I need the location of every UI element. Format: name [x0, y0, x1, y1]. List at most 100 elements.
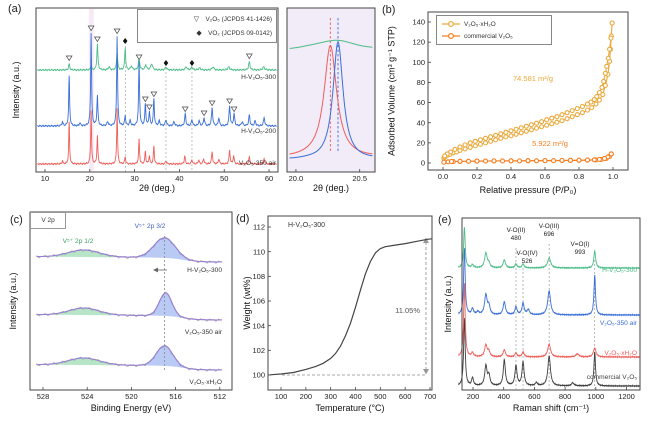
svg-text:20: 20: [417, 138, 425, 147]
curve-label-hv2o5-200: H-V₂O₅-200: [241, 128, 276, 135]
weight-gain-annotation: 11.05%: [395, 306, 420, 315]
band-name: V-O(II): [506, 227, 526, 234]
band-value: 696: [543, 231, 555, 238]
svg-text:520: 520: [125, 392, 138, 401]
raman-label-green: H-V₂O₅-300: [602, 267, 637, 274]
svg-text:106: 106: [252, 297, 265, 306]
band-value: 480: [510, 235, 522, 242]
svg-text:528: 528: [37, 392, 50, 401]
panel-c-ylabel: Intensity (a.u.): [8, 272, 18, 330]
band-name: V-O(IV): [516, 250, 538, 257]
panel-a-ylabel: Intensity (a.u.): [11, 61, 21, 119]
panel-a-legend: ▽ V₂O₅ (JCPDS 41-1426) ◆ VO₂ (JCPDS 09-0…: [137, 9, 277, 43]
legend-item-v2o5: ▽ V₂O₅ (JCPDS 41-1426): [191, 12, 273, 26]
svg-text:102: 102: [252, 346, 265, 355]
svg-text:40: 40: [417, 118, 425, 127]
svg-text:512: 512: [214, 392, 227, 401]
panel-c-tag: (c): [10, 214, 23, 226]
svg-text:100: 100: [252, 371, 265, 380]
svg-text:0.2: 0.2: [472, 172, 482, 181]
raman-label-black: commercial V₂O₅: [586, 374, 637, 381]
surface-area-commercial: 5.922 m²/g: [532, 139, 568, 148]
svg-text:0.4: 0.4: [506, 172, 516, 181]
panel-b-tag: (b): [382, 4, 396, 16]
legend-label: V₂O₅ (JCPDS 41-1426): [205, 15, 273, 23]
legend-label: commercial V₂O₅: [464, 32, 513, 40]
panel-b-legend: V₂O₅·xH₂O commercial V₂O₅: [436, 15, 552, 45]
raman-band-696: V-O(III) 696: [519, 223, 579, 239]
line-circle-marker-icon: [442, 20, 460, 28]
svg-text:10: 10: [41, 174, 49, 183]
svg-text:516: 516: [169, 392, 182, 401]
v2p-title-box: V 2p: [30, 212, 66, 229]
svg-text:1200: 1200: [618, 392, 635, 401]
band-value: 526: [521, 258, 533, 265]
triangle-marker-icon: ▽: [193, 16, 200, 23]
svg-text:200: 200: [467, 392, 480, 401]
panel-d-ylabel: Weight (wt%): [242, 276, 252, 330]
svg-text:100: 100: [412, 58, 425, 67]
svg-text:60: 60: [417, 98, 425, 107]
spectrum-label-3: V₂O₅·xH₂O: [189, 379, 222, 386]
svg-text:60: 60: [265, 174, 273, 183]
svg-text:0: 0: [421, 159, 425, 168]
svg-text:524: 524: [81, 392, 94, 401]
svg-text:20.5: 20.5: [352, 174, 367, 183]
raman-band-480: V-O(II) 480: [486, 227, 546, 243]
svg-text:30: 30: [130, 174, 138, 183]
raman-band-993: V=O(I) 993: [550, 241, 610, 257]
svg-text:300: 300: [324, 392, 337, 401]
svg-text:800: 800: [559, 392, 572, 401]
svg-text:400: 400: [497, 392, 510, 401]
legend-item-hydrate: V₂O₅·xH₂O: [441, 18, 547, 30]
svg-text:50: 50: [220, 174, 228, 183]
svg-text:20.0: 20.0: [289, 174, 304, 183]
svg-text:600: 600: [399, 392, 412, 401]
svg-text:0.0: 0.0: [438, 172, 448, 181]
band-name: V-O(III): [538, 223, 560, 230]
svg-text:500: 500: [374, 392, 387, 401]
svg-text:1.0: 1.0: [608, 172, 618, 181]
svg-text:400: 400: [349, 392, 362, 401]
svg-text:600: 600: [528, 392, 541, 401]
svg-text:0.8: 0.8: [574, 172, 584, 181]
svg-text:1000: 1000: [587, 392, 604, 401]
panel-e-ylabel: Intensity (a.u.): [443, 275, 453, 333]
band-value: 993: [574, 249, 586, 256]
panel-d-xlabel: Temperature (°C): [315, 403, 385, 413]
svg-text:112: 112: [253, 223, 265, 232]
diamond-marker-icon: ◆: [196, 30, 202, 37]
panel-c-xlabel: Binding Energy (eV): [90, 403, 172, 413]
svg-text:80: 80: [417, 78, 425, 87]
tga-sample-label: H-V₂O₅-300: [288, 222, 326, 229]
spectrum-label-1: H-V₂O₅-300: [187, 267, 222, 274]
legend-item-vo2: ◆ VO₂ (JCPDS 09-0142): [193, 26, 272, 40]
raman-band-526: V-O(IV) 526: [497, 250, 557, 266]
svg-text:20: 20: [86, 174, 94, 183]
panel-d-tag: (d): [236, 213, 250, 225]
svg-text:200: 200: [300, 392, 313, 401]
raman-label-red: V₂O₅·xH₂O: [604, 350, 637, 357]
panel-a-xlabel: 2θ (deg.): [138, 183, 176, 193]
panel-b-ylabel: Adsorbed Volume (cm³ g⁻¹ STP): [386, 26, 397, 156]
panel-b-xlabel: Relative pressure (P/P₀): [479, 185, 577, 195]
svg-text:140: 140: [412, 18, 425, 27]
svg-text:100: 100: [275, 392, 288, 401]
legend-label: V₂O₅·xH₂O: [464, 20, 496, 28]
peak-label-v5-2p12: V⁵⁺ 2p 1/2: [62, 238, 94, 245]
legend-item-commercial: commercial V₂O₅: [441, 30, 547, 42]
legend-label: VO₂ (JCPDS 09-0142): [208, 29, 272, 37]
svg-text:700: 700: [424, 392, 437, 401]
band-name: V=O(I): [570, 241, 590, 248]
svg-text:104: 104: [252, 321, 265, 330]
curve-label-hv2o5-300: H-V₂O₅-300: [241, 74, 276, 81]
panel-e-tag: (e): [438, 214, 452, 226]
surface-area-hydrate: 74.581 m²/g: [512, 74, 554, 83]
svg-text:108: 108: [252, 272, 265, 281]
panel-e-xlabel: Raman shift (cm⁻¹): [512, 403, 590, 413]
svg-text:40: 40: [175, 174, 183, 183]
raman-label-blue: V₂O₅-350 air: [599, 320, 637, 327]
svg-text:0.6: 0.6: [540, 172, 550, 181]
